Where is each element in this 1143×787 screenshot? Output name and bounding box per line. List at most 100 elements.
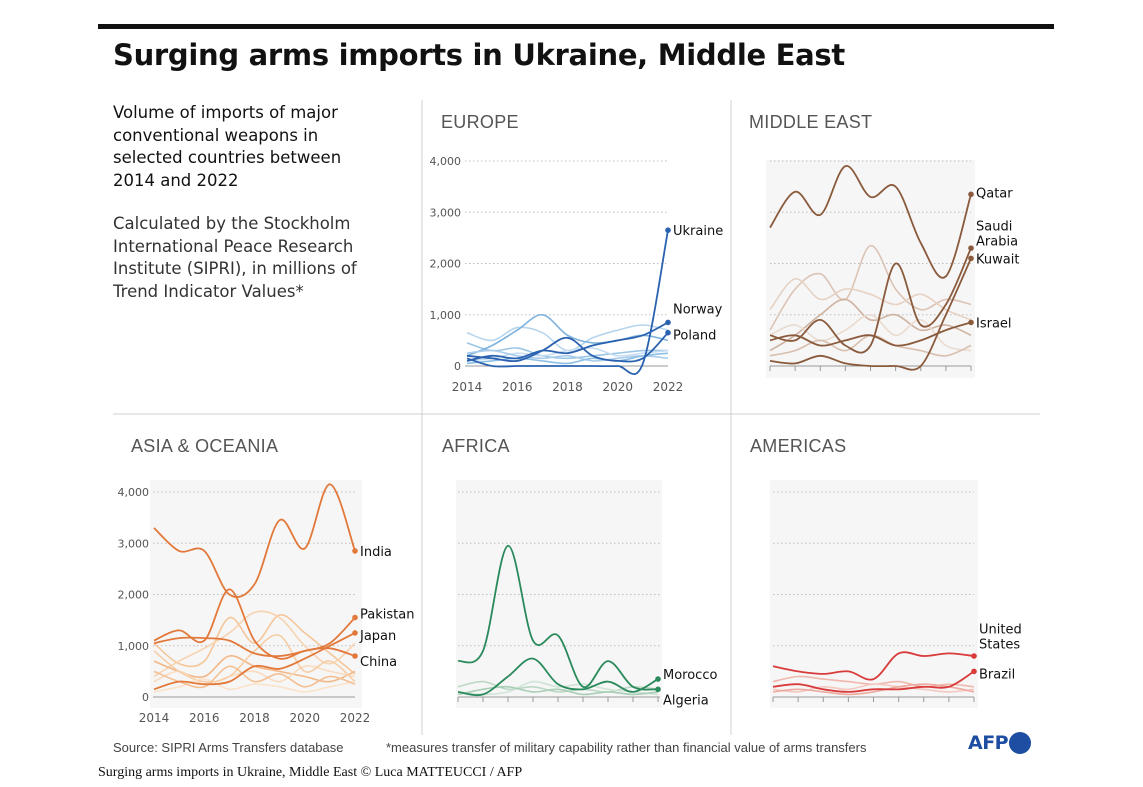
- method-note: Calculated by the Stockholm Internationa…: [113, 213, 413, 303]
- chart-panel: ASIA & OCEANIA 4,000 3,000 2,000 1,000 0 2014 2…: [118, 436, 415, 725]
- y-tick-label: 4,000: [430, 155, 462, 168]
- background-series-line: [769, 313, 972, 352]
- series-label: Saudi Arabia: [976, 220, 1018, 250]
- x-tick-label: 2016: [189, 711, 220, 725]
- panel-title: AFRICA: [442, 436, 510, 456]
- page-title: Surging arms imports in Ukraine, Middle …: [113, 38, 845, 72]
- chart-panel: MIDDLE EAST Qatar Saudi Arabia Kuwait Israel: [749, 112, 1019, 378]
- series-label: India: [360, 545, 392, 560]
- series-end-dot: [968, 319, 974, 326]
- series-end-dot: [968, 255, 974, 262]
- series-line: [457, 544, 659, 691]
- background-series-line: [772, 683, 975, 693]
- x-tick-label: 2020: [289, 711, 320, 725]
- panel-title: MIDDLE EAST: [749, 112, 872, 132]
- method-line: Trend Indicator Values*: [113, 281, 304, 301]
- x-tick-label: 2014: [452, 380, 483, 394]
- x-tick-label: 2018: [552, 380, 583, 394]
- subtitle-line: Volume of imports of major: [113, 103, 338, 122]
- chart-panel: AMERICAS United States Brazil: [750, 436, 1022, 708]
- top-rule: [98, 24, 1054, 29]
- method-line: Institute (SIPRI), in millions of: [113, 259, 357, 278]
- series-line: [466, 230, 669, 375]
- series-label: Qatar: [976, 186, 1013, 201]
- x-tick-label: 2016: [502, 380, 533, 394]
- series-line: [153, 588, 356, 660]
- series-line: [772, 670, 975, 693]
- series-line: [769, 247, 972, 354]
- series-line: [153, 483, 356, 598]
- afp-logo-text: AFP: [968, 732, 1009, 754]
- y-tick-label: 3,000: [430, 206, 462, 219]
- series-label-line: Arabia: [976, 235, 1018, 250]
- background-series-line: [466, 313, 669, 357]
- x-tick-label: 2022: [340, 711, 371, 725]
- panel-title: AMERICAS: [750, 436, 846, 456]
- series-line: [153, 616, 356, 658]
- series-label-line: Saudi: [976, 220, 1012, 235]
- background-series-line: [769, 278, 972, 321]
- background-series-line: [457, 680, 659, 696]
- x-tick-label: 2022: [653, 380, 684, 394]
- series-label: China: [360, 655, 397, 670]
- chart-subtitle: Volume of imports of major conventional …: [113, 102, 413, 192]
- series-line: [153, 632, 356, 691]
- background-series-line: [466, 349, 669, 362]
- subtitle-line: conventional weapons in: [113, 125, 319, 145]
- series-label: Israel: [976, 316, 1012, 331]
- series-label-line: States: [979, 638, 1020, 653]
- panel-title: ASIA & OCEANIA: [131, 436, 278, 456]
- series-label: United States: [979, 623, 1022, 653]
- background-series-line: [466, 342, 669, 360]
- background-series-line: [769, 244, 972, 331]
- series-end-dot: [665, 227, 671, 233]
- series-line: [772, 651, 975, 681]
- background-series-line: [457, 685, 659, 696]
- subtitle-line: 2014 and 2022: [113, 170, 239, 190]
- background-series-line: [153, 665, 356, 686]
- series-label: Pakistan: [360, 608, 414, 623]
- series-end-dot: [971, 653, 977, 659]
- series-end-dot: [968, 245, 974, 251]
- chart-panel: AFRICA Morocco Algeria: [442, 436, 717, 708]
- y-tick-label: 1,000: [430, 309, 462, 322]
- y-tick-label: 0: [454, 360, 461, 373]
- background-series-line: [457, 680, 659, 693]
- method-line: Calculated by the Stockholm: [113, 214, 351, 233]
- series-end-dot: [352, 630, 358, 636]
- y-tick-label: 2,000: [430, 258, 462, 271]
- series-label: Ukraine: [673, 224, 723, 239]
- series-end-dot: [655, 686, 661, 693]
- method-line: International Peace Research: [113, 236, 354, 256]
- series-line: [466, 321, 669, 362]
- series-line: [466, 332, 669, 363]
- series-end-dot: [665, 319, 671, 326]
- series-line: [457, 657, 659, 697]
- image-caption: Surging arms imports in Ukraine, Middle …: [98, 765, 523, 780]
- y-tick-label: 2,000: [118, 589, 150, 602]
- source-note: Source: SIPRI Arms Transfers database: [113, 740, 344, 755]
- subtitle-line: selected countries between: [113, 148, 342, 167]
- y-tick-label: 4,000: [118, 486, 150, 499]
- series-label: Brazil: [979, 667, 1015, 682]
- series-end-dot: [352, 614, 358, 621]
- series-end-dot: [352, 548, 358, 554]
- background-series-line: [153, 610, 356, 678]
- series-end-dot: [968, 191, 974, 198]
- chart-panel: EUROPE 4,000 3,000 2,000 1,000 0 2014 2016 2018 2…: [430, 112, 724, 394]
- series-end-dot: [971, 668, 977, 675]
- x-tick-label: 2018: [239, 711, 270, 725]
- background-series-line: [772, 683, 975, 696]
- series-line: [769, 321, 972, 347]
- series-line: [769, 258, 972, 371]
- series-label-line: United: [979, 623, 1022, 638]
- background-series-line: [153, 634, 356, 683]
- series-end-dot: [665, 329, 671, 336]
- series-label: Norway: [673, 302, 723, 317]
- series-label: Japan: [359, 629, 396, 644]
- series-end-dot: [655, 676, 661, 682]
- footnote: *measures transfer of military capabilit…: [386, 740, 867, 755]
- y-tick-label: 0: [142, 691, 149, 704]
- panel-title: EUROPE: [441, 112, 519, 132]
- y-tick-label: 3,000: [118, 537, 150, 550]
